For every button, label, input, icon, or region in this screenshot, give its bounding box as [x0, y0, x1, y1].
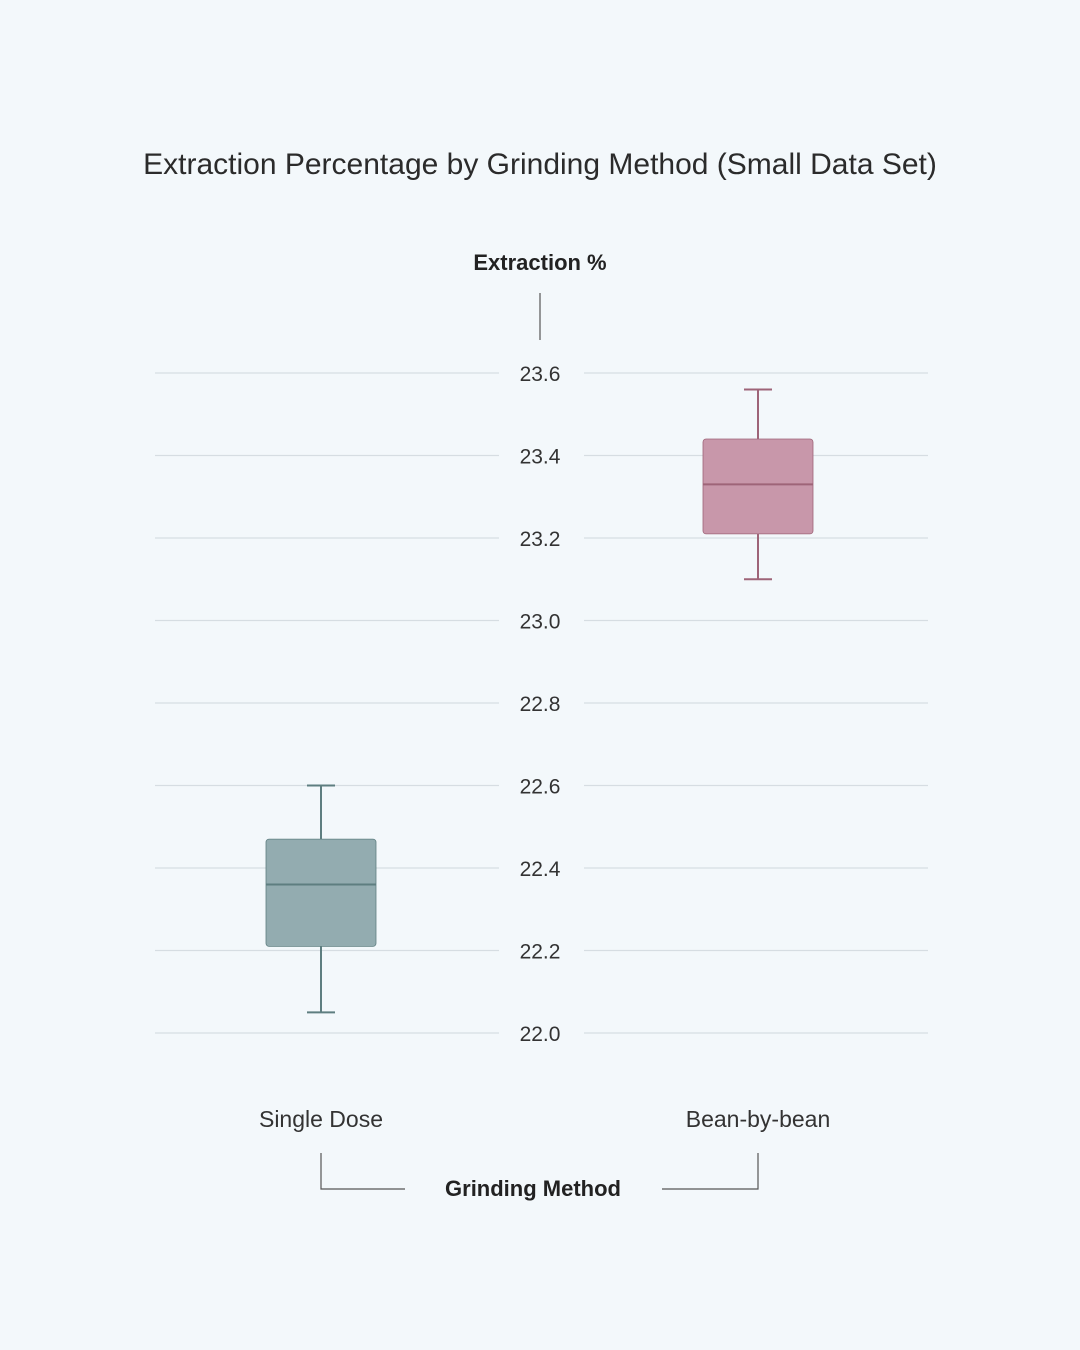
- y-axis-label: Extraction %: [473, 250, 606, 275]
- tick-layer: 22.0 22.2 22.4 22.6 22.8 23.0 23.2 23.4 23.6: [520, 363, 561, 1046]
- y-tick-label: 22.6: [520, 776, 561, 799]
- y-tick-label: 23.2: [520, 528, 561, 551]
- chart-title: Extraction Percentage by Grinding Method…: [143, 148, 937, 181]
- box-single-dose: [265, 784, 377, 1014]
- x-axis-label: Grinding Method: [445, 1176, 621, 1201]
- x-category-label: Bean-by-bean: [686, 1106, 831, 1132]
- box-layer: [265, 388, 814, 1014]
- iqr-box: [265, 838, 377, 947]
- box-bean-by-bean: [702, 388, 814, 581]
- x-category-label: Single Dose: [259, 1106, 383, 1132]
- iqr-box: [702, 438, 814, 535]
- y-tick-label: 23.4: [520, 446, 561, 469]
- y-tick-label: 22.0: [520, 1023, 561, 1046]
- y-tick-label: 22.4: [520, 858, 561, 881]
- y-tick-label: 23.6: [520, 363, 561, 386]
- y-tick-label: 22.2: [520, 941, 561, 964]
- x-axis-bracket-right: [662, 1153, 759, 1190]
- category-layer: Single Dose Bean-by-bean: [259, 1106, 830, 1132]
- y-tick-label: 23.0: [520, 611, 561, 634]
- x-axis-bracket-left: [320, 1153, 405, 1190]
- y-tick-label: 22.8: [520, 693, 561, 716]
